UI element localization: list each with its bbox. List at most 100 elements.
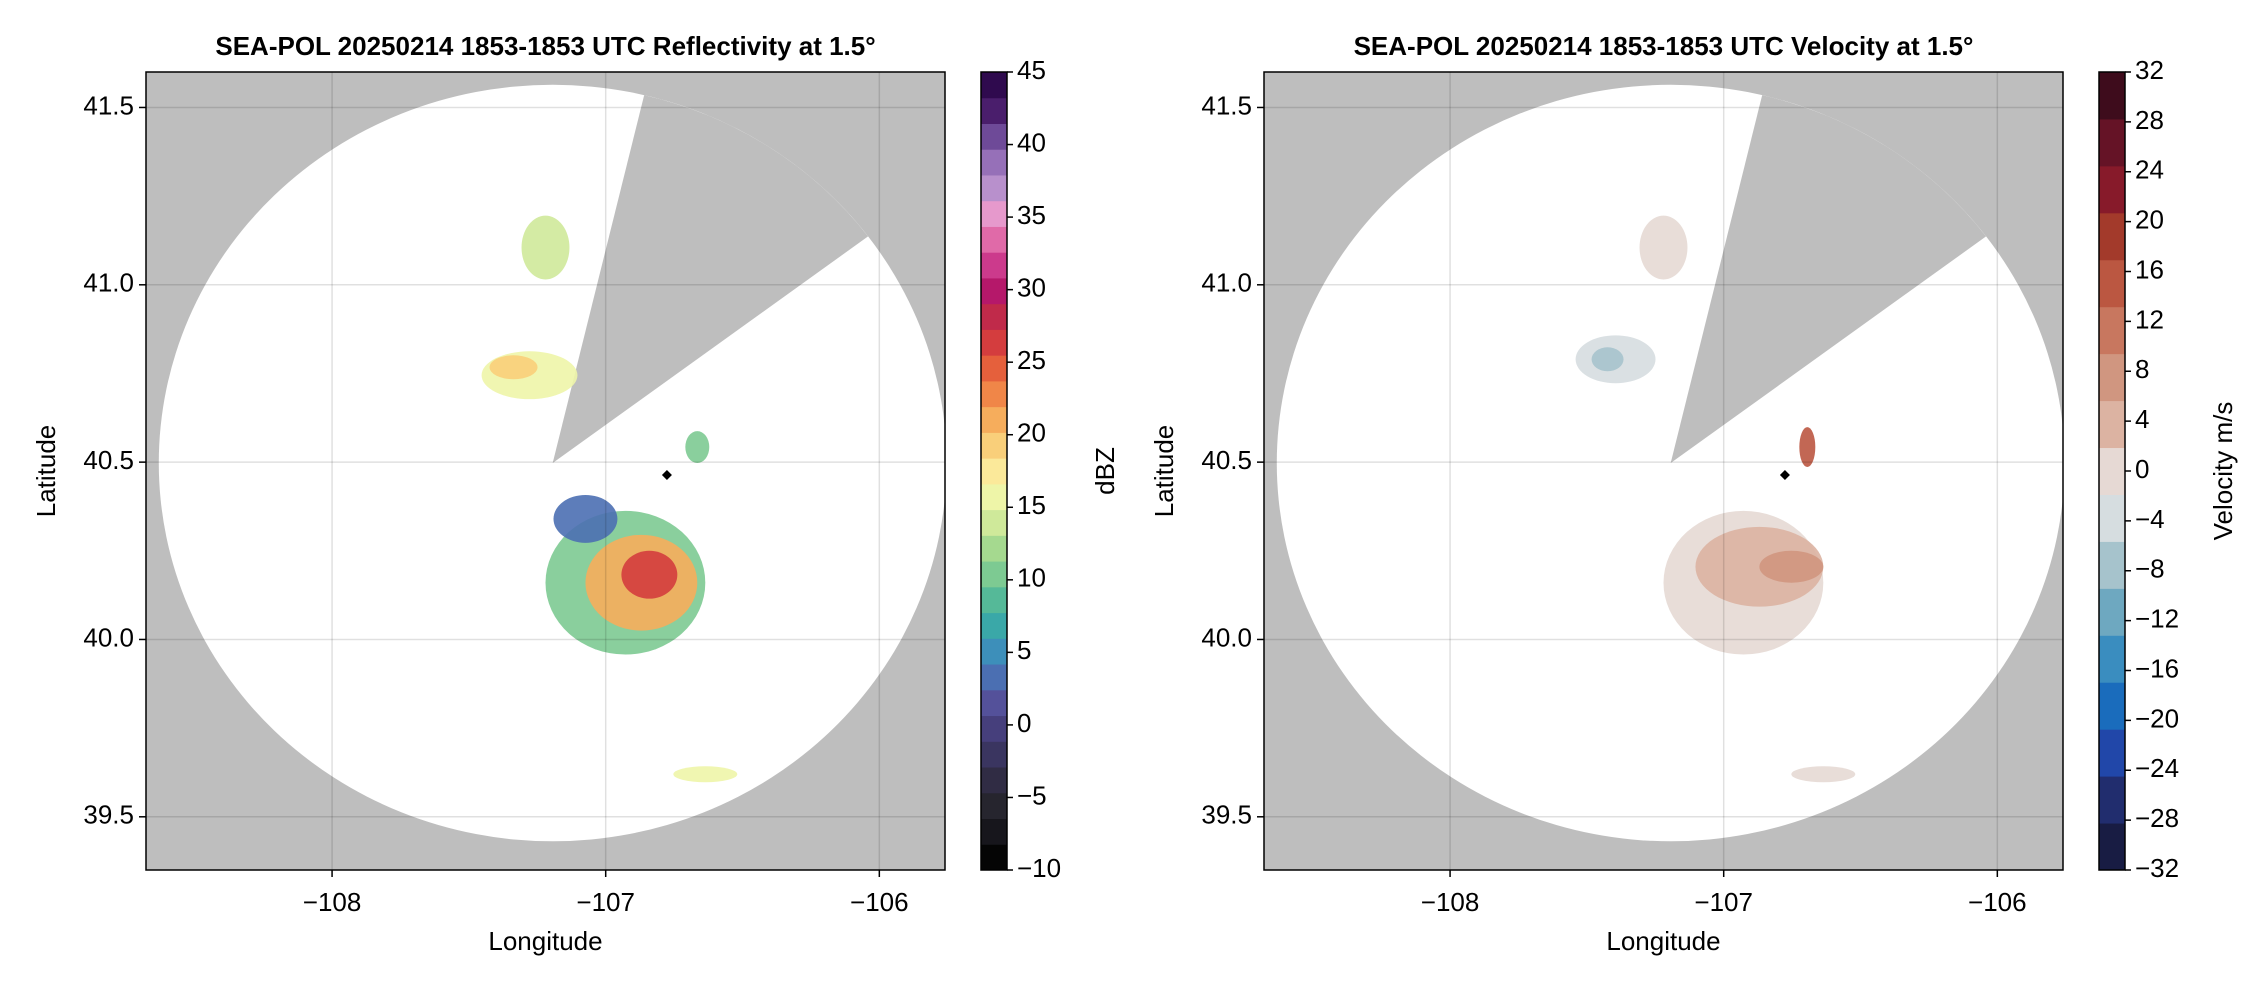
y-tick-label: 39.5 — [1201, 800, 1252, 830]
colorbar-tick-label: −4 — [2135, 504, 2165, 534]
colorbar-band — [981, 664, 1007, 691]
colorbar-tick-label: 28 — [2135, 105, 2164, 135]
colorbar-band — [981, 277, 1007, 305]
colorbar-band — [981, 818, 1007, 845]
colorbar-band — [981, 844, 1007, 871]
colorbar-band — [2099, 165, 2125, 214]
y-tick-label: 41.0 — [1201, 268, 1252, 298]
colorbar-tick-label: 20 — [2135, 205, 2164, 235]
radar-site — [1779, 469, 1790, 480]
y-tick-label: 39.5 — [83, 800, 134, 830]
colorbar-band — [981, 767, 1007, 794]
colorbar-band — [981, 741, 1007, 768]
colorbar-tick-label: −10 — [1017, 853, 1061, 883]
y-tick-label: 40.5 — [1201, 445, 1252, 475]
colorbar-band — [2099, 776, 2125, 824]
colorbar-band — [981, 380, 1007, 408]
colorbar-band — [2099, 118, 2125, 167]
blocked-sector — [552, 95, 869, 464]
colorbar-band — [981, 226, 1007, 253]
x-axis-label: Longitude — [488, 926, 602, 956]
chart-title: SEA-POL 20250214 1853-1853 UTC Reflectiv… — [215, 31, 875, 61]
colorbar-band — [981, 200, 1007, 227]
echo — [673, 766, 738, 783]
colorbar-band — [981, 174, 1007, 202]
x-tick-label: −106 — [1968, 887, 2027, 917]
colorbar-band — [2099, 447, 2125, 495]
colorbar-band — [981, 561, 1007, 588]
colorbar-tick-label: 0 — [1017, 708, 1031, 738]
colorbar-band — [2099, 823, 2125, 871]
colorbar-tick-label: −28 — [2135, 803, 2179, 833]
colorbar-tick-label: 5 — [1017, 635, 1031, 665]
colorbar-band — [2099, 635, 2125, 683]
colorbar-tick-label: 0 — [2135, 454, 2149, 484]
colorbar-band — [981, 149, 1007, 176]
panel: −108 −107 −106 39.5 40.0 40.5 41.0 41.5 SEA-POL … — [1149, 31, 2238, 956]
colorbar-band — [2099, 72, 2125, 120]
colorbar-band — [981, 432, 1007, 459]
colorbar-band — [981, 715, 1007, 742]
radar-site — [661, 469, 672, 480]
colorbar-tick-label: −8 — [2135, 554, 2165, 584]
colorbar-label: dBZ — [1090, 447, 1120, 495]
colorbar-band — [981, 329, 1007, 356]
colorbar-band — [2099, 682, 2125, 730]
colorbar-tick-label: 32 — [2135, 55, 2164, 85]
plot-frame — [145, 71, 946, 871]
panel: −108 −107 −106 39.5 40.0 40.5 41.0 41.5 SEA-POL … — [31, 31, 1120, 956]
colorbar-band — [981, 458, 1007, 485]
colorbar-band — [2099, 259, 2125, 308]
colorbar-band — [981, 535, 1007, 562]
colorbar-band — [2099, 729, 2125, 777]
echo — [621, 550, 678, 599]
colorbar-tick-label: 25 — [1017, 345, 1046, 375]
colorbar-frame — [980, 71, 1008, 871]
colorbar-tick-label: 45 — [1017, 55, 1046, 85]
colorbar-tick-label: 10 — [1017, 563, 1046, 593]
colorbar-tick-label: −16 — [2135, 653, 2179, 683]
colorbar-band — [981, 509, 1007, 536]
echo — [685, 431, 710, 464]
colorbar-tick-label: 12 — [2135, 304, 2164, 334]
x-tick-label: −108 — [1421, 887, 1480, 917]
colorbar-band — [2099, 400, 2125, 449]
echo — [1695, 526, 1824, 607]
colorbar-band — [2099, 212, 2125, 261]
colorbar-label: Velocity m/s — [2208, 402, 2238, 541]
x-axis-label: Longitude — [1606, 926, 1720, 956]
colorbar-band — [981, 792, 1007, 820]
colorbar-band — [981, 72, 1007, 99]
y-axis-label: Latitude — [31, 425, 61, 518]
colorbar-band — [981, 97, 1007, 124]
y-tick-label: 40.0 — [1201, 622, 1252, 652]
colorbar-band — [2099, 306, 2125, 355]
colorbar-band — [981, 689, 1007, 717]
echo — [1791, 766, 1856, 783]
colorbar-tick-label: 16 — [2135, 254, 2164, 284]
x-tick-label: −106 — [850, 887, 909, 917]
colorbar-tick-label: 4 — [2135, 404, 2149, 434]
echo — [1639, 215, 1688, 280]
colorbar-band — [981, 252, 1007, 279]
chart-title: SEA-POL 20250214 1853-1853 UTC Velocity … — [1354, 31, 1974, 61]
colorbar-band — [981, 355, 1007, 382]
colorbar-tick-label: 15 — [1017, 490, 1046, 520]
colorbar-band — [981, 586, 1007, 614]
y-tick-label: 41.0 — [83, 268, 134, 298]
colorbar-band — [981, 406, 1007, 433]
y-tick-label: 41.5 — [1201, 90, 1252, 120]
colorbar-tick-label: 40 — [1017, 127, 1046, 157]
colorbar-tick-label: −24 — [2135, 753, 2179, 783]
colorbar-tick-label: 8 — [2135, 354, 2149, 384]
colorbar-band — [981, 123, 1007, 150]
colorbar-band — [981, 303, 1007, 330]
blocked-sector — [1670, 95, 1987, 464]
echo — [1759, 550, 1824, 583]
echo — [489, 355, 538, 380]
colorbar-band — [2099, 588, 2125, 636]
colorbar-band — [2099, 353, 2125, 402]
colorbar-tick-label: −32 — [2135, 853, 2179, 883]
colorbar-tick-label: 20 — [1017, 418, 1046, 448]
